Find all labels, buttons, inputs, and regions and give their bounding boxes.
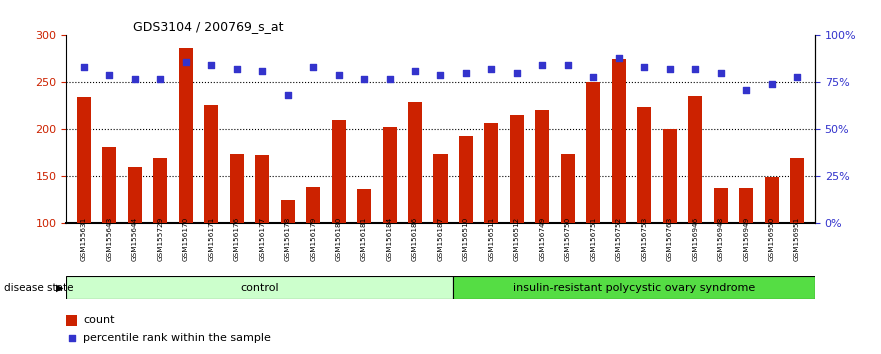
Point bbox=[433, 72, 448, 78]
Bar bbox=[408, 102, 422, 317]
Point bbox=[790, 74, 804, 80]
Point bbox=[688, 66, 702, 72]
Bar bbox=[77, 97, 91, 317]
Point bbox=[64, 335, 78, 341]
Point bbox=[637, 64, 651, 70]
Bar bbox=[611, 59, 626, 317]
Bar bbox=[433, 154, 448, 317]
Point bbox=[714, 70, 728, 76]
Point bbox=[357, 76, 371, 81]
Bar bbox=[255, 155, 270, 317]
Bar bbox=[765, 177, 779, 317]
Point bbox=[739, 87, 753, 93]
Bar bbox=[663, 129, 677, 317]
Bar bbox=[637, 107, 651, 317]
Point bbox=[230, 66, 244, 72]
Bar bbox=[454, 276, 815, 299]
Text: count: count bbox=[83, 315, 115, 325]
Bar bbox=[485, 122, 499, 317]
Bar bbox=[179, 47, 193, 317]
Point bbox=[408, 68, 422, 74]
Bar bbox=[790, 158, 804, 317]
Bar bbox=[102, 147, 116, 317]
Point bbox=[77, 64, 91, 70]
Bar bbox=[128, 167, 142, 317]
Point bbox=[459, 70, 473, 76]
Point bbox=[179, 59, 193, 64]
Point bbox=[382, 76, 396, 81]
Bar bbox=[306, 187, 320, 317]
Text: ▶: ▶ bbox=[56, 282, 64, 293]
Text: insulin-resistant polycystic ovary syndrome: insulin-resistant polycystic ovary syndr… bbox=[513, 282, 755, 293]
Bar bbox=[331, 120, 345, 317]
Bar bbox=[230, 154, 244, 317]
Bar bbox=[204, 105, 218, 317]
Bar bbox=[382, 127, 396, 317]
Bar bbox=[714, 188, 728, 317]
Point bbox=[306, 64, 320, 70]
Point bbox=[765, 81, 779, 87]
Bar bbox=[587, 82, 600, 317]
Point bbox=[561, 63, 575, 68]
Point bbox=[331, 72, 345, 78]
Bar bbox=[66, 315, 78, 326]
Bar bbox=[153, 158, 167, 317]
Point bbox=[102, 72, 116, 78]
Text: percentile rank within the sample: percentile rank within the sample bbox=[83, 333, 270, 343]
Bar bbox=[536, 110, 550, 317]
Point bbox=[611, 55, 626, 61]
Point bbox=[485, 66, 499, 72]
Point bbox=[510, 70, 524, 76]
Text: control: control bbox=[241, 282, 279, 293]
Bar bbox=[357, 189, 371, 317]
Text: disease state: disease state bbox=[4, 282, 74, 293]
Point bbox=[204, 63, 218, 68]
Bar bbox=[510, 115, 524, 317]
Point bbox=[153, 76, 167, 81]
Point bbox=[663, 66, 677, 72]
Bar bbox=[561, 154, 575, 317]
Text: GDS3104 / 200769_s_at: GDS3104 / 200769_s_at bbox=[134, 20, 284, 33]
Bar bbox=[739, 188, 753, 317]
Point bbox=[586, 74, 600, 80]
Bar bbox=[459, 136, 473, 317]
Point bbox=[536, 63, 550, 68]
Point bbox=[255, 68, 270, 74]
Bar bbox=[66, 276, 454, 299]
Point bbox=[281, 93, 295, 98]
Bar bbox=[281, 200, 294, 317]
Bar bbox=[688, 96, 702, 317]
Point bbox=[128, 76, 142, 81]
